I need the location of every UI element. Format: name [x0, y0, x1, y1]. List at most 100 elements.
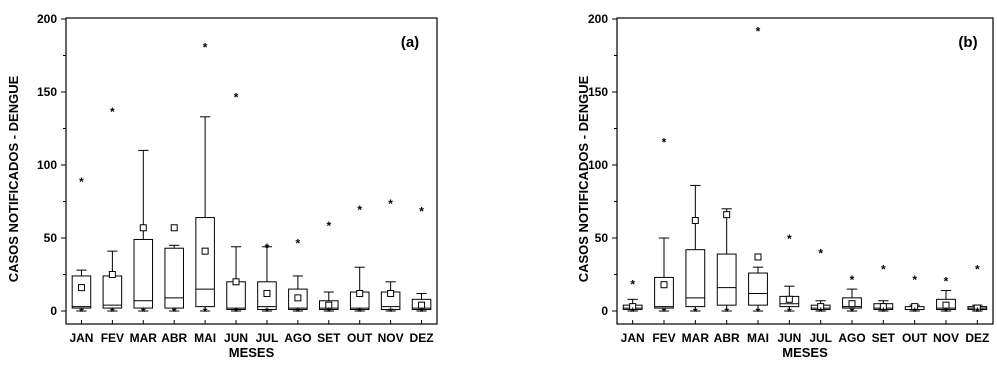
- max-marker: *: [296, 236, 301, 250]
- x-tick-label: AGO: [838, 331, 865, 345]
- x-tick-label: DEZ: [965, 331, 989, 345]
- max-marker: *: [357, 203, 362, 217]
- x-tick-label: MAR: [130, 331, 158, 345]
- max-marker: *: [756, 25, 761, 39]
- box-body: [654, 276, 674, 309]
- box-body: [195, 217, 215, 308]
- y-tick-label: 50: [44, 231, 58, 245]
- min-marker: *: [296, 305, 301, 319]
- box-body: [102, 275, 123, 309]
- max-marker: *: [944, 274, 949, 288]
- max-marker: *: [975, 263, 980, 277]
- x-tick-label: JAN: [69, 331, 93, 345]
- min-marker: *: [172, 305, 177, 319]
- min-marker: *: [881, 305, 886, 319]
- box-jul: **: [257, 241, 277, 319]
- mean-marker: [108, 271, 116, 278]
- mean-marker: [170, 224, 178, 232]
- mean-marker: [660, 281, 668, 289]
- x-tick-label: OUT: [902, 331, 928, 345]
- box-nov: **: [936, 274, 956, 319]
- box-abr: *: [164, 224, 184, 319]
- max-marker: *: [630, 277, 635, 291]
- x-tick-label: FEV: [101, 331, 124, 345]
- y-tick-label: 100: [37, 158, 57, 172]
- x-tick-label: MAI: [194, 331, 216, 345]
- mean-marker: [263, 289, 271, 297]
- box-ago: **: [842, 273, 862, 319]
- mean-marker: [942, 301, 950, 309]
- x-tick-label: FEV: [652, 331, 675, 345]
- box-body: [133, 238, 154, 309]
- max-marker: *: [388, 197, 393, 211]
- box-body: [716, 253, 737, 306]
- y-tick-label: 200: [588, 12, 608, 26]
- box-set: **: [319, 219, 339, 319]
- box-jan: **: [71, 175, 92, 319]
- max-marker: *: [881, 263, 886, 277]
- max-marker: *: [265, 241, 270, 255]
- mean-marker: [356, 289, 364, 297]
- y-axis-title: CASOS NOTIFICADOS - DENGUE: [576, 75, 591, 282]
- box-out: **: [904, 273, 925, 319]
- x-tick-label: ABR: [714, 331, 740, 345]
- min-marker: *: [756, 305, 761, 319]
- x-tick-label: NOV: [378, 331, 404, 345]
- mean-marker: [973, 304, 981, 312]
- box-nov: **: [380, 197, 401, 319]
- box-fev: **: [102, 105, 123, 319]
- y-tick-label: 200: [37, 12, 57, 26]
- box-mar: *: [133, 149, 154, 319]
- box-abr: *: [716, 208, 737, 319]
- max-marker: *: [912, 273, 917, 287]
- y-tick-label: 50: [595, 231, 609, 245]
- mean-marker: [785, 295, 793, 303]
- box-fev: **: [654, 136, 674, 319]
- min-marker: *: [79, 305, 84, 319]
- min-marker: *: [141, 305, 146, 319]
- max-marker: *: [419, 204, 424, 218]
- max-marker: *: [850, 273, 855, 287]
- min-marker: *: [850, 305, 855, 319]
- mean-marker: [723, 211, 731, 219]
- y-tick-label: 100: [588, 158, 608, 172]
- min-marker: *: [357, 305, 362, 319]
- x-tick-label: SET: [317, 331, 341, 345]
- max-marker: *: [818, 247, 823, 261]
- box-body: [71, 275, 92, 309]
- y-axis-title: CASOS NOTIFICADOS - DENGUE: [6, 75, 21, 282]
- mean-marker: [325, 301, 333, 309]
- mean-marker: [691, 216, 699, 224]
- box-dez: **: [411, 204, 432, 319]
- mean-marker: [629, 303, 637, 311]
- mean-marker: [754, 253, 762, 261]
- box-body: [685, 249, 706, 308]
- box-jan: **: [622, 277, 643, 319]
- min-marker: *: [203, 305, 208, 319]
- box-body: [164, 247, 184, 309]
- x-tick-label: SET: [872, 331, 896, 345]
- min-marker: *: [265, 305, 270, 319]
- x-tick-label: AGO: [284, 331, 311, 345]
- x-tick-label: MAI: [747, 331, 769, 345]
- x-axis-title: MESES: [229, 345, 275, 360]
- x-axis-title: MESES: [782, 345, 828, 360]
- x-tick-label: OUT: [347, 331, 373, 345]
- min-marker: *: [388, 305, 393, 319]
- chart-panel-1: 0 50 100 150 200 JAN FEV MAR ABR MAI JUN JUL AGO SET O…: [6, 12, 438, 360]
- min-marker: *: [234, 305, 239, 319]
- chart-panel-2: 0 50 100 150 200 JAN FEV MAR ABR MAI JUN JUL AGO SET O…: [576, 12, 994, 360]
- box-mai: **: [748, 25, 768, 319]
- y-tick-label: 0: [601, 304, 608, 318]
- x-tick-label: JUL: [809, 331, 832, 345]
- max-marker: *: [234, 90, 239, 104]
- box-dez: **: [967, 263, 988, 319]
- box-body: [748, 272, 768, 306]
- max-marker: *: [203, 41, 208, 55]
- x-tick-label: ABR: [161, 331, 187, 345]
- min-marker: *: [724, 305, 729, 319]
- x-tick-label: MAR: [682, 331, 710, 345]
- box-jun: **: [779, 232, 800, 319]
